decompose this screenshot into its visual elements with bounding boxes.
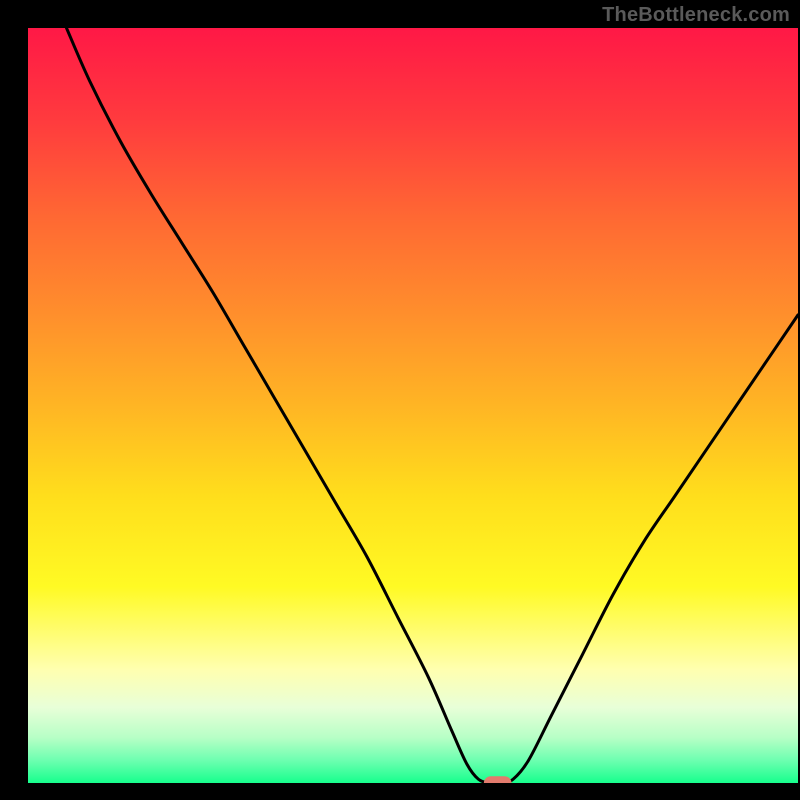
plot-background-gradient [28,28,798,783]
watermark-text: TheBottleneck.com [602,4,790,27]
chart-container: TheBottleneck.com [0,0,800,800]
bottleneck-chart [0,0,800,800]
